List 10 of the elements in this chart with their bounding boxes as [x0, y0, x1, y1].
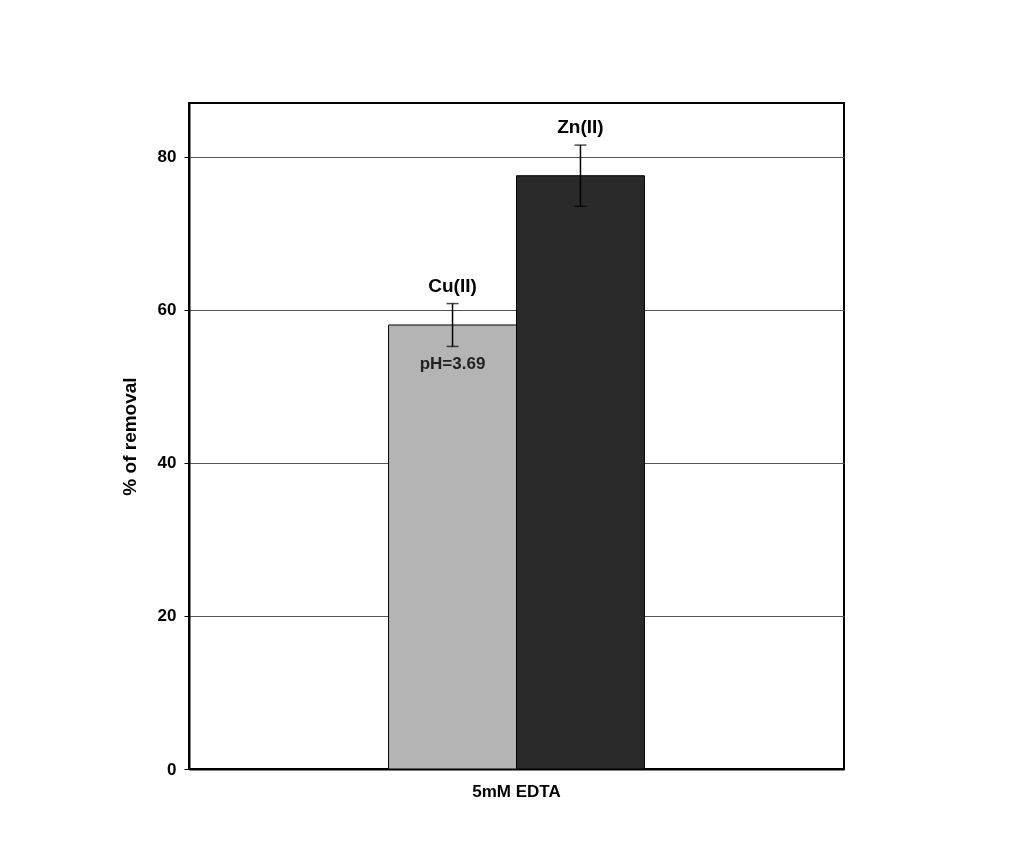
y-tick-label: 40	[157, 453, 177, 473]
y-tick-label: 20	[157, 606, 177, 626]
annotation: pH=3.69	[419, 354, 486, 374]
series-label: Cu(II)	[428, 274, 477, 296]
y-tick-label: 80	[157, 147, 177, 167]
text: Zn(II)	[557, 116, 604, 138]
y-tick-label: 60	[157, 300, 177, 320]
y-axis-title: % of removal	[118, 377, 140, 496]
y-tick-label: 0	[167, 759, 177, 779]
x-tick-label: 5mM EDTA	[472, 781, 561, 801]
